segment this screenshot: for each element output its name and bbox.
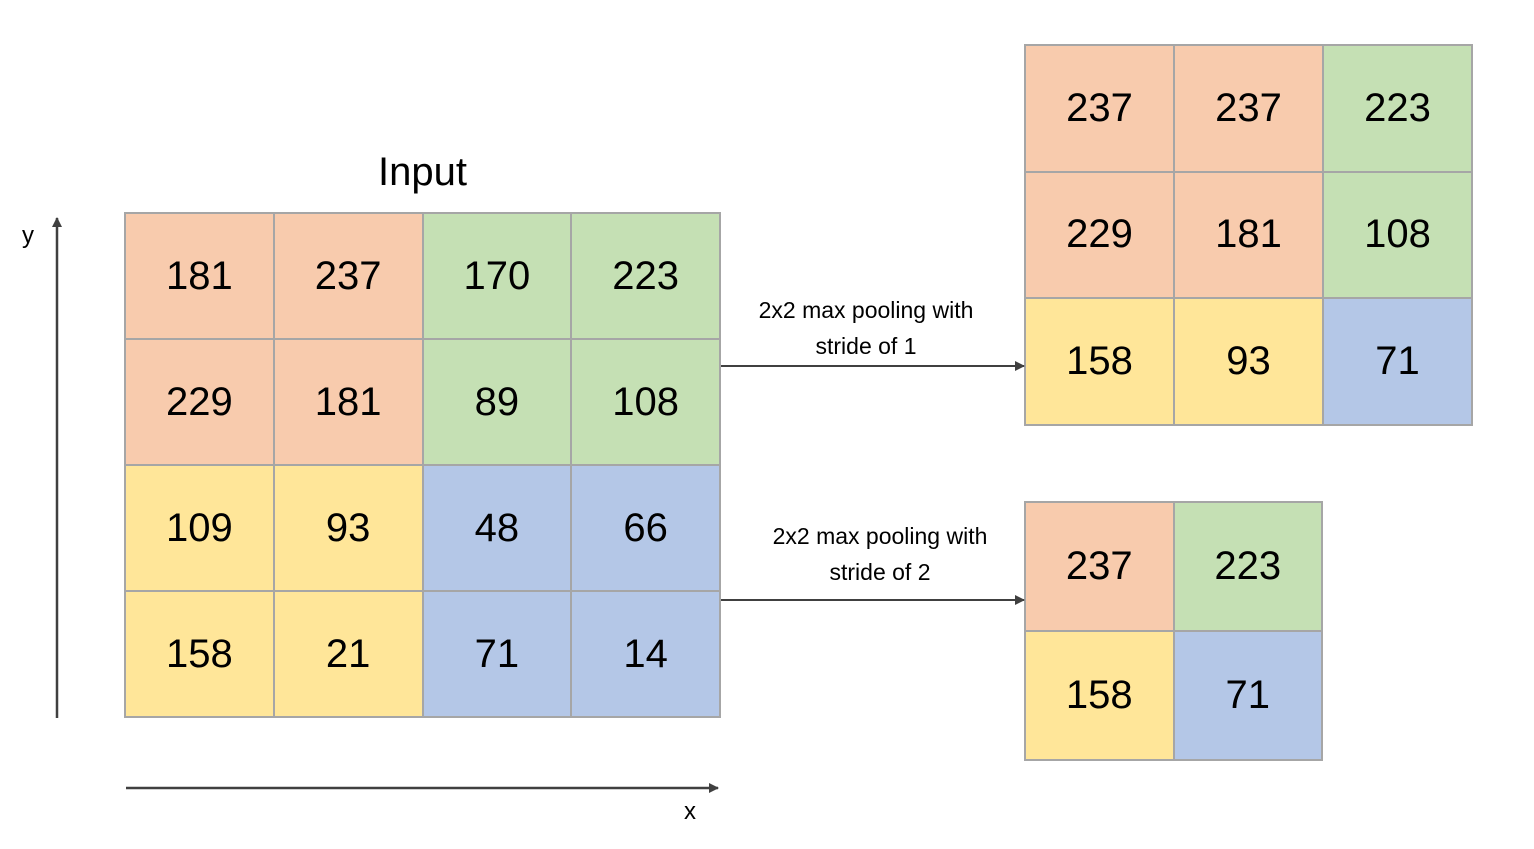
input-cell: 158 [126,592,273,716]
output-stride1-cell: 237 [1026,46,1173,171]
input-cell: 71 [423,592,571,716]
input-cell: 181 [274,340,422,464]
input-cell: 48 [423,466,571,590]
output-stride2-cell: 71 [1174,632,1321,759]
output-stride1-cell: 229 [1026,172,1173,298]
output-stride2-matrix: 237 223 158 71 [1024,501,1323,761]
x-axis-label: x [684,798,696,825]
output-stride2-cell: 237 [1026,503,1173,630]
op2-label: 2x2 max pooling with stride of 2 [730,518,1030,590]
input-cell: 237 [274,214,422,338]
output-stride1-cell: 108 [1324,172,1471,298]
op2-label-line2: stride of 2 [829,559,931,585]
input-cell: 109 [126,466,273,590]
op1-label: 2x2 max pooling with stride of 1 [716,292,1016,364]
input-matrix: 181 237 170 223 229 181 89 108 109 93 48 66 158 21 71 1… [124,212,721,718]
output-stride1-cell: 158 [1026,299,1173,424]
output-stride1-cell: 237 [1175,46,1322,171]
input-cell: 108 [572,340,719,464]
output-stride1-matrix: 237 237 223 229 181 108 158 93 71 [1024,44,1473,426]
output-stride1-cell: 93 [1175,299,1322,424]
input-title: Input [378,150,467,194]
output-stride1-cell: 223 [1324,46,1471,171]
input-cell: 14 [572,592,719,716]
input-cell: 229 [126,340,273,464]
op1-label-line1: 2x2 max pooling with [758,297,974,323]
y-axis-label: y [22,222,34,249]
output-stride2-cell: 158 [1026,632,1173,759]
output-stride1-cell: 71 [1324,299,1471,424]
output-stride1-cell: 181 [1175,172,1322,298]
input-cell: 66 [572,466,719,590]
input-cell: 223 [572,214,719,338]
input-cell: 21 [274,592,422,716]
op2-label-line1: 2x2 max pooling with [772,523,988,549]
op1-label-line2: stride of 1 [815,333,917,359]
input-cell: 170 [423,214,571,338]
input-cell: 181 [126,214,273,338]
output-stride2-cell: 223 [1174,503,1321,630]
input-cell: 89 [423,340,571,464]
input-cell: 93 [274,466,422,590]
